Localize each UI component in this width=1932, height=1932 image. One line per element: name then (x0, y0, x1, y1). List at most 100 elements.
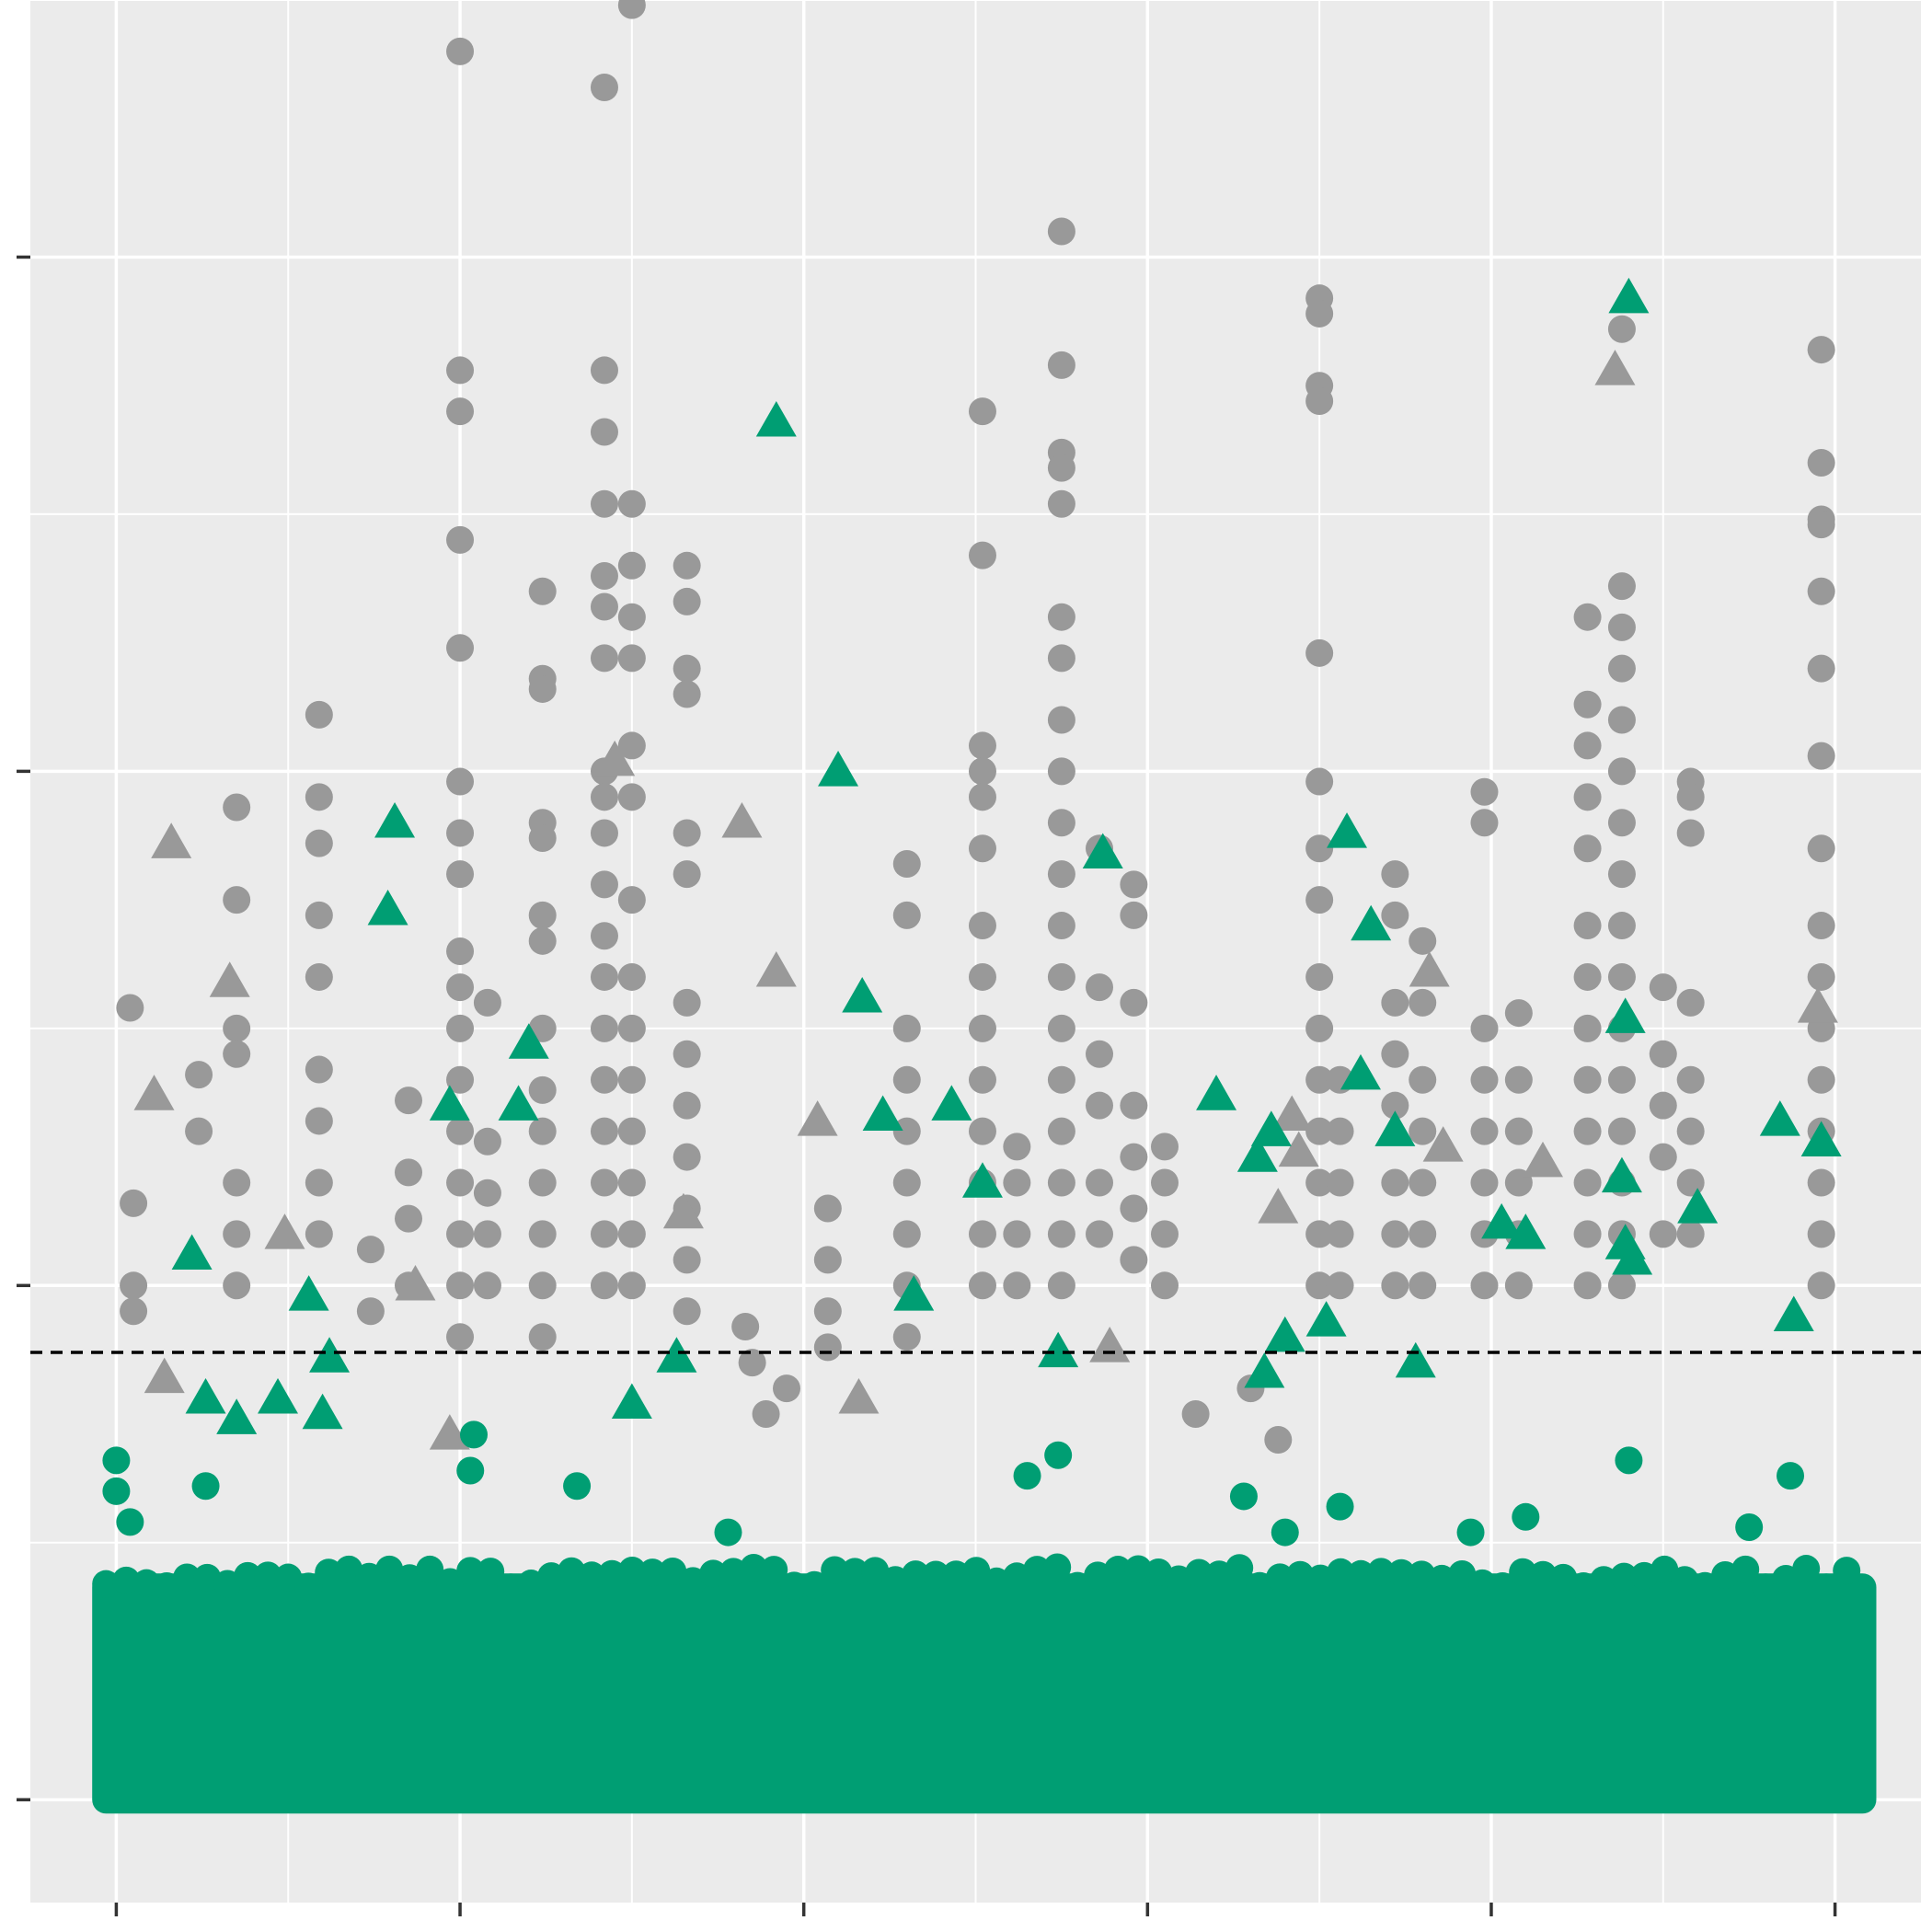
triangle-point (1278, 1131, 1319, 1167)
circle-point (1607, 572, 1636, 601)
circle-point (1305, 886, 1334, 914)
circle-point (1271, 1518, 1299, 1547)
circle-point (1573, 731, 1602, 760)
circle-point (1013, 1462, 1041, 1490)
triangle-point (862, 1095, 903, 1132)
circle-point (1047, 1014, 1075, 1042)
circle-point (1807, 449, 1835, 477)
circle-point (1615, 1446, 1643, 1475)
circle-point (968, 962, 996, 991)
circle-point (528, 1220, 557, 1248)
circle-point (590, 74, 618, 102)
circle-point (1305, 834, 1334, 863)
triangle-point (144, 1357, 185, 1394)
circle-point (1381, 1271, 1409, 1300)
circle-point (1047, 962, 1075, 991)
circle-point (1607, 315, 1636, 343)
triangle-point (1271, 1095, 1313, 1132)
circle-point (395, 1087, 422, 1115)
circle-point (1305, 638, 1334, 667)
band-edge-point (760, 1556, 788, 1584)
circle-point (446, 525, 475, 554)
circle-point (1573, 783, 1602, 811)
triangle-point (656, 1337, 697, 1373)
band-edge-point (1266, 1563, 1294, 1592)
triangle-point (662, 1192, 704, 1229)
circle-point (1047, 217, 1075, 246)
circle-point (1676, 988, 1705, 1017)
band-edge-point (294, 1572, 323, 1601)
circle-point (1305, 767, 1334, 796)
band-edge-point (1610, 1562, 1639, 1591)
band-edge-point (234, 1561, 262, 1590)
circle-point (590, 819, 618, 847)
circle-point (473, 1220, 501, 1248)
circle-point (528, 1168, 557, 1197)
circle-point (892, 1323, 921, 1351)
triangle-point (1601, 1156, 1642, 1193)
circle-point (1470, 1065, 1499, 1094)
circle-point (1807, 336, 1835, 364)
circle-point (1047, 1117, 1075, 1145)
circle-point (223, 1040, 251, 1068)
data-points (102, 0, 1842, 1547)
band-edge-point (1124, 1555, 1153, 1583)
triangle-point (1082, 833, 1123, 869)
circle-point (1003, 1220, 1031, 1248)
circle-point (673, 988, 701, 1017)
circle-point (1381, 1168, 1409, 1197)
circle-point (673, 1143, 701, 1171)
circle-point (1807, 742, 1835, 770)
circle-point (223, 1168, 251, 1197)
circle-point (1676, 819, 1705, 847)
circle-point (120, 1297, 148, 1326)
circle-point (1047, 489, 1075, 518)
circle-point (1807, 962, 1835, 991)
circle-point (528, 1075, 557, 1104)
triangle-point (288, 1275, 329, 1311)
circle-point (1470, 1117, 1499, 1145)
circle-point (1649, 1220, 1677, 1248)
band-edge-point (699, 1559, 728, 1588)
circle-point (617, 489, 646, 518)
circle-point (1047, 706, 1075, 734)
circle-point (1607, 1117, 1636, 1145)
triangle-point (367, 889, 408, 926)
circle-point (446, 356, 475, 385)
triangle-point (1612, 1239, 1653, 1275)
triangle-point (171, 1234, 213, 1270)
circle-point (617, 1220, 646, 1248)
circle-point (305, 901, 333, 929)
circle-point (1807, 577, 1835, 605)
dense-band-fill (92, 1573, 1877, 1814)
circle-point (968, 1065, 996, 1094)
circle-point (673, 819, 701, 847)
band-edge-point (1529, 1560, 1558, 1589)
circle-point (1504, 1117, 1533, 1145)
circle-point (1409, 1220, 1437, 1248)
circle-point (305, 1055, 333, 1084)
circle-point (1381, 901, 1409, 929)
circle-point (1470, 777, 1499, 806)
circle-point (968, 1117, 996, 1145)
band-edge-point (740, 1554, 768, 1582)
circle-point (1676, 1220, 1705, 1248)
circle-point (1807, 511, 1835, 539)
circle-point (1086, 1091, 1114, 1120)
circle-point (528, 926, 557, 955)
circle-point (1409, 1117, 1437, 1145)
triangle-point (755, 400, 797, 437)
circle-point (528, 674, 557, 703)
band-edge-point (315, 1558, 343, 1587)
band-edge-point (1509, 1558, 1537, 1586)
triangle-point (1196, 1075, 1237, 1110)
circle-point (305, 783, 333, 811)
triangle-point (842, 976, 883, 1013)
circle-point (590, 1014, 618, 1042)
circle-point (590, 1220, 618, 1248)
triangle-point (1395, 1341, 1436, 1378)
circle-point (1573, 603, 1602, 631)
circle-point (813, 1297, 842, 1326)
